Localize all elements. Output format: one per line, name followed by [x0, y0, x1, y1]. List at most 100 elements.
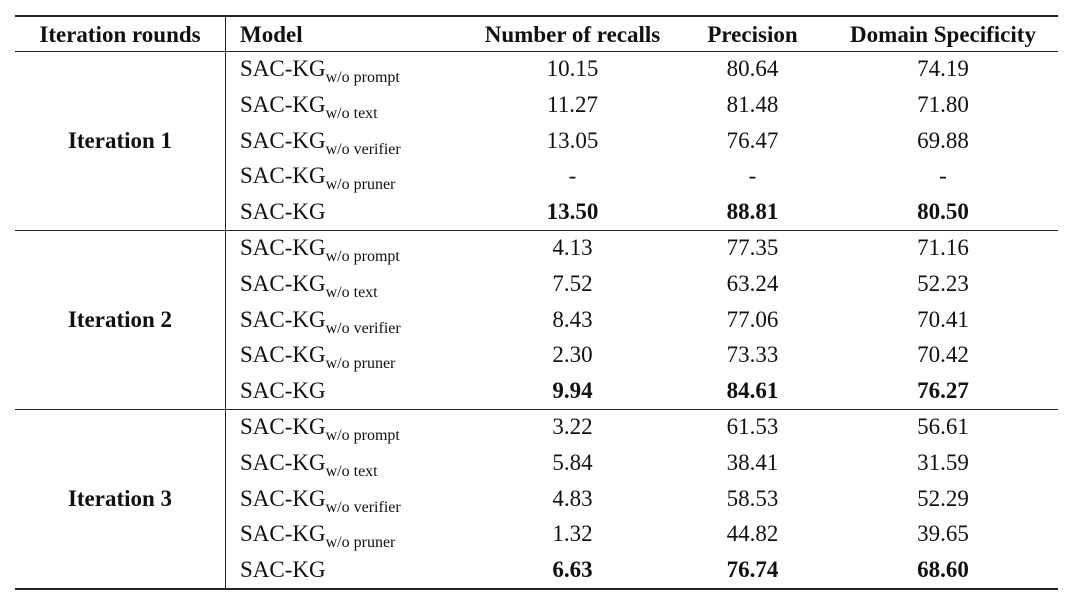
model-cell: SAC-KG	[240, 552, 460, 588]
model-name: SAC-KG	[240, 557, 326, 583]
value-cell: 58.53	[726, 485, 779, 511]
value-cell: 31.59	[917, 449, 969, 475]
value-cell: 39.65	[917, 521, 969, 547]
header-cell: Model	[240, 22, 303, 47]
group-label: Iteration 1	[67, 127, 173, 153]
model-cell: SAC-KGw/o pruner	[240, 158, 460, 194]
value-cell: 88.81	[726, 199, 779, 225]
value-cell: 52.23	[917, 270, 969, 296]
value-cell: 1.32	[552, 521, 593, 547]
model-subscript: w/o prompt	[325, 69, 400, 86]
model-cell: SAC-KGw/o pruner	[240, 516, 460, 552]
model-subscript: w/o prompt	[325, 427, 400, 444]
model-name: SAC-KG	[240, 235, 326, 260]
header-cell: Precision	[707, 22, 798, 47]
model-cell: SAC-KGw/o prompt	[240, 409, 460, 445]
model-name: SAC-KG	[240, 199, 326, 225]
value-cell: 38.41	[726, 449, 779, 475]
model-name: SAC-KG	[240, 127, 326, 153]
model-subscript: w/o verifier	[325, 140, 401, 158]
value-cell: 7.52	[552, 270, 593, 296]
model-subscript: w/o verifier	[325, 498, 401, 516]
model-cell: SAC-KGw/o verifier	[240, 481, 460, 517]
value-cell: 61.53	[726, 414, 779, 439]
value-cell: 52.29	[917, 485, 969, 511]
model-subscript: w/o text	[325, 283, 378, 301]
model-name: SAC-KG	[240, 521, 326, 547]
rule	[15, 409, 1058, 410]
header-cell: Iteration rounds	[39, 22, 201, 47]
value-cell: 81.48	[726, 91, 779, 117]
value-cell: 76.74	[726, 557, 779, 583]
value-cell: 70.42	[917, 342, 969, 368]
value-cell: 4.13	[552, 235, 593, 260]
model-name: SAC-KG	[240, 163, 326, 189]
value-cell: 5.84	[552, 449, 593, 475]
value-cell: 6.63	[552, 557, 593, 583]
value-cell: 56.61	[917, 414, 969, 439]
model-cell: SAC-KGw/o verifier	[240, 123, 460, 159]
header-cell: Number of recalls	[484, 22, 661, 47]
rule	[15, 230, 1058, 231]
value-cell: 77.35	[726, 235, 779, 260]
value-cell: 9.94	[552, 378, 593, 404]
value-cell: 11.27	[547, 91, 598, 117]
value-cell: 80.50	[917, 199, 969, 225]
value-cell: 8.43	[552, 306, 593, 332]
model-cell: SAC-KGw/o prompt	[240, 230, 460, 266]
model-name: SAC-KG	[240, 485, 326, 511]
value-cell: 3.22	[552, 414, 593, 439]
model-subscript: w/o prompt	[325, 248, 400, 265]
value-cell: 76.27	[917, 378, 969, 404]
value-cell: 77.06	[726, 306, 779, 332]
value-cell: -	[939, 163, 947, 189]
rule	[15, 588, 1058, 590]
model-subscript: w/o verifier	[325, 319, 401, 337]
model-subscript: w/o text	[325, 104, 378, 122]
value-cell: 76.47	[726, 127, 779, 153]
value-cell: 84.61	[726, 378, 779, 404]
rule	[15, 51, 1058, 52]
value-cell: -	[568, 163, 577, 189]
value-cell: 80.64	[726, 56, 779, 81]
group-label: Iteration 2	[67, 306, 173, 332]
value-cell: 74.19	[917, 56, 969, 81]
model-name: SAC-KG	[240, 449, 326, 475]
value-cell: 70.41	[917, 306, 969, 332]
model-cell: SAC-KGw/o prompt	[240, 51, 460, 87]
model-name: SAC-KG	[240, 270, 326, 296]
value-cell: 71.16	[917, 235, 969, 260]
model-name: SAC-KG	[240, 56, 326, 81]
value-cell: 68.60	[917, 557, 969, 583]
model-cell: SAC-KGw/o verifier	[240, 302, 460, 338]
value-cell: 71.80	[917, 91, 969, 117]
value-cell: 10.15	[546, 56, 599, 81]
group-label: Iteration 3	[67, 485, 173, 511]
model-cell: SAC-KG	[240, 194, 460, 230]
rule	[225, 15, 226, 588]
model-cell: SAC-KGw/o text	[240, 87, 460, 123]
value-cell: 2.30	[552, 342, 593, 368]
model-cell: SAC-KGw/o text	[240, 266, 460, 302]
model-name: SAC-KG	[240, 414, 326, 439]
model-name: SAC-KG	[240, 306, 326, 332]
model-cell: SAC-KG	[240, 373, 460, 409]
model-name: SAC-KG	[240, 342, 326, 368]
model-cell: SAC-KGw/o text	[240, 445, 460, 481]
model-subscript: w/o pruner	[325, 176, 396, 194]
value-cell: 4.83	[552, 485, 593, 511]
value-cell: 13.50	[546, 199, 599, 225]
value-cell: 44.82	[726, 521, 779, 547]
model-name: SAC-KG	[240, 378, 326, 404]
value-cell: -	[748, 163, 757, 189]
header-cell: Domain Specificity	[850, 22, 1036, 47]
value-cell: 73.33	[726, 342, 779, 368]
model-subscript: w/o pruner	[325, 534, 396, 552]
model-subscript: w/o pruner	[325, 355, 396, 373]
model-cell: SAC-KGw/o pruner	[240, 337, 460, 373]
value-cell: 63.24	[726, 270, 779, 296]
rule	[15, 15, 1058, 17]
model-subscript: w/o text	[325, 462, 378, 480]
value-cell: 13.05	[546, 127, 599, 153]
